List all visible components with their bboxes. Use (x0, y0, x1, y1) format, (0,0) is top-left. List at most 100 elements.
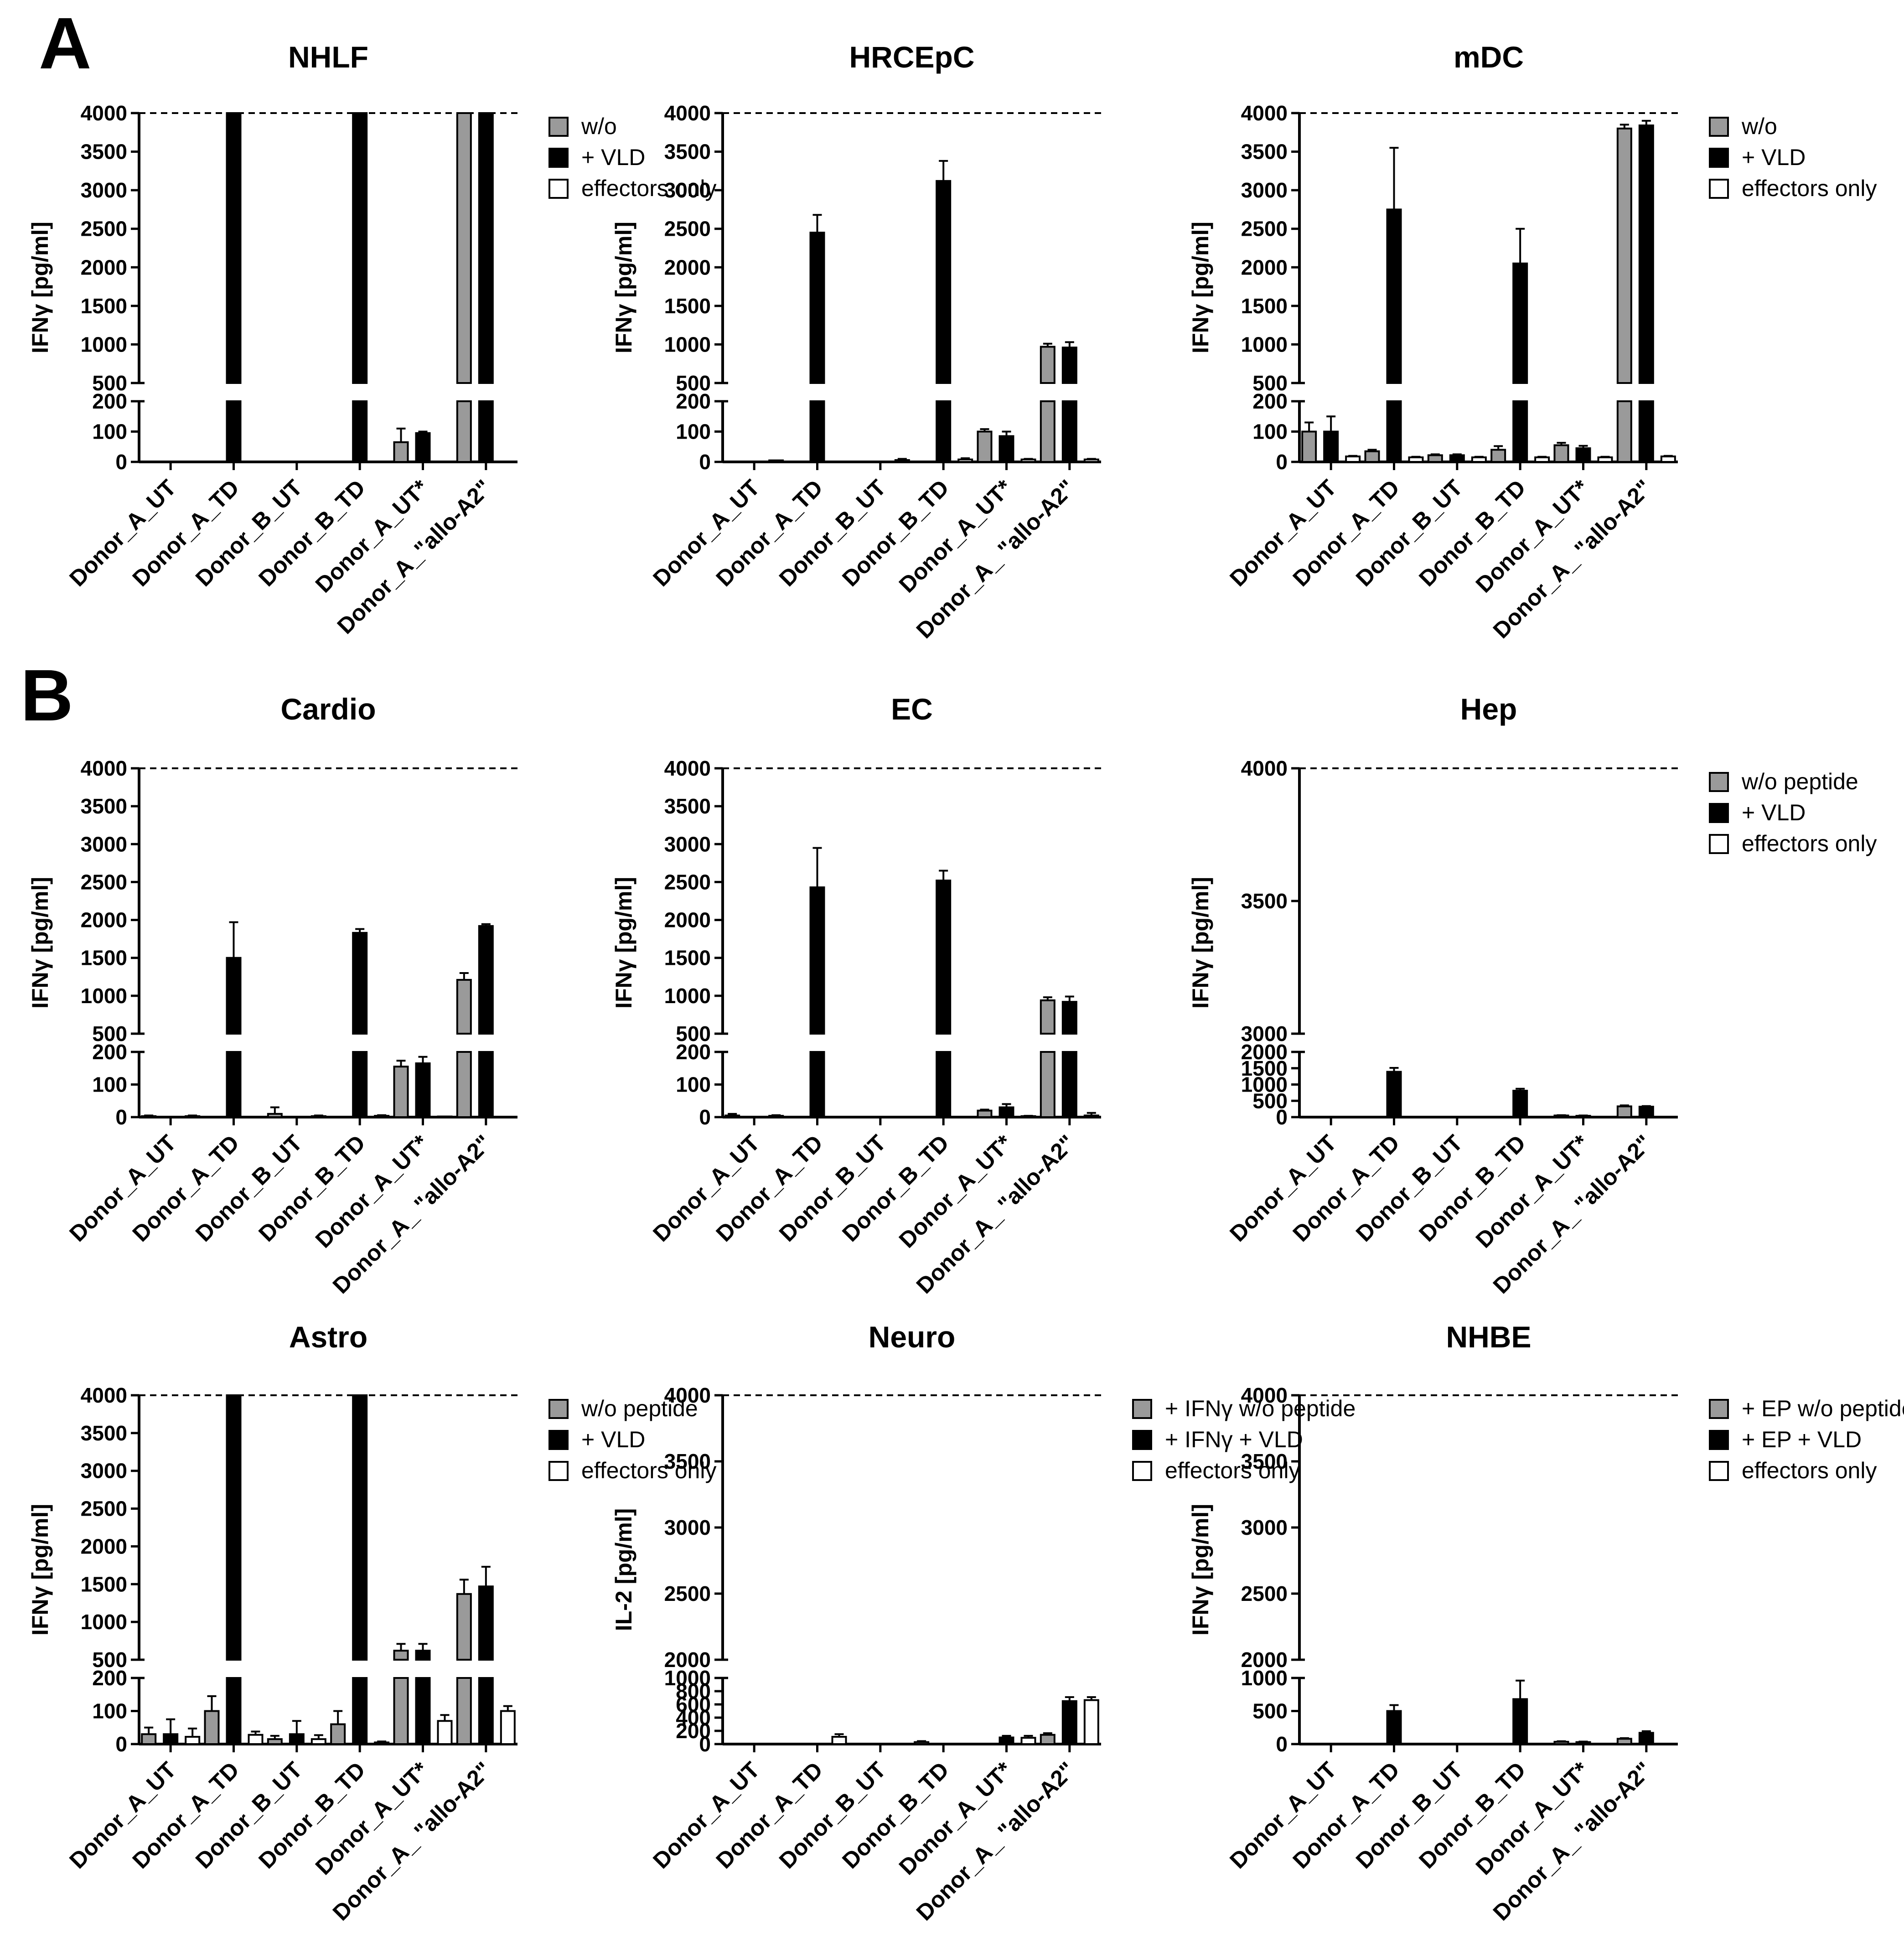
y-tick-label: 2000 (1241, 1648, 1288, 1672)
bar (185, 1736, 201, 1745)
y-tick-label: 3000 (81, 1459, 127, 1483)
bar (456, 400, 472, 463)
legend-label: effectors only (1742, 831, 1877, 856)
bar (415, 1062, 431, 1118)
bar (415, 1677, 431, 1745)
chart-title: NHBE (1446, 1320, 1531, 1354)
legend-swatch (1132, 1461, 1152, 1481)
y-axis-label: IFNγ [pg/ml] (27, 1504, 53, 1636)
bar (1020, 458, 1036, 463)
legend-label: + EP w/o peptide (1742, 1396, 1904, 1421)
bar (1616, 1105, 1632, 1118)
bar (352, 400, 368, 463)
bar (393, 441, 409, 463)
y-tick-label: 2000 (81, 908, 127, 932)
bar (1040, 999, 1055, 1035)
y-tick-label: 1500 (664, 946, 711, 970)
legend-label: w/o (581, 114, 617, 139)
y-tick-label: 1000 (81, 984, 127, 1008)
y-tick-label: 3500 (664, 794, 711, 818)
bar (936, 180, 952, 384)
y-tick-label: 3500 (81, 1421, 127, 1445)
legend-label: + VLD (581, 145, 645, 170)
y-tick-label: 2500 (1241, 1582, 1288, 1605)
chart-hep: Hep IFNγ [pg/ml] 3000 3500 4000 0500100015002… (1188, 692, 1877, 1299)
bar (809, 886, 825, 1035)
bar (1345, 456, 1361, 463)
legend-label: effectors only (1742, 176, 1877, 201)
bar (977, 1109, 993, 1118)
bar (1083, 1699, 1099, 1745)
legend-label: effectors only (1742, 1458, 1877, 1483)
bar (1575, 447, 1591, 463)
bar (226, 400, 242, 463)
bar (226, 1051, 242, 1118)
legend-label: + VLD (581, 1427, 645, 1452)
legend-swatch (1709, 803, 1729, 823)
y-tick-label: 500 (676, 371, 711, 395)
chart-title: EC (891, 692, 933, 726)
bar (374, 1741, 390, 1745)
bar (226, 112, 242, 384)
legend-swatch (1709, 179, 1729, 199)
y-tick-label: 1000 (664, 1666, 711, 1690)
y-tick-label: 3500 (1241, 889, 1288, 913)
y-tick-label: 100 (92, 1699, 127, 1723)
x-tick-label: Donor_A_UT (1225, 475, 1341, 591)
bar (1040, 346, 1055, 384)
y-tick-label: 3000 (1241, 1516, 1288, 1539)
bar (352, 932, 368, 1035)
chart-title: Cardio (280, 692, 376, 726)
bar (289, 1733, 305, 1745)
bar (809, 1051, 825, 1118)
y-tick-label: 500 (1252, 1089, 1288, 1113)
legend-swatch (1709, 1461, 1729, 1481)
legend-swatch (1709, 1430, 1729, 1450)
y-tick-label: 200 (676, 389, 711, 413)
chart-title: Astro (289, 1320, 367, 1354)
bar (415, 1650, 431, 1661)
legend-label: effectors only (581, 176, 716, 201)
x-tick-label: Donor_A_UT* (310, 1757, 434, 1880)
y-tick-label: 3500 (664, 140, 711, 164)
bar (1386, 1071, 1402, 1118)
y-tick-label: 0 (1276, 1732, 1288, 1756)
y-tick-label: 0 (699, 450, 711, 474)
y-tick-label: 1500 (664, 294, 711, 318)
y-tick-label: 4000 (664, 1383, 711, 1407)
bar (267, 1738, 283, 1745)
y-tick-label: 500 (1252, 371, 1288, 395)
bar (310, 1738, 326, 1745)
x-tick-label: Donor_A_UT* (894, 1757, 1017, 1880)
y-tick-label: 2000 (81, 1534, 127, 1558)
bar (393, 1066, 409, 1118)
legend-label: effectors only (581, 1458, 716, 1483)
bar (352, 1051, 368, 1118)
y-tick-label: 3500 (81, 794, 127, 818)
bar (999, 435, 1014, 463)
bar (1638, 124, 1654, 384)
y-tick-label: 500 (676, 1022, 711, 1046)
y-tick-label: 1500 (81, 294, 127, 318)
bar (478, 1051, 494, 1118)
y-tick-label: 200 (676, 1719, 711, 1743)
x-tick-label: Donor_A_UT* (310, 1130, 434, 1253)
bar (1061, 400, 1077, 463)
legend-swatch (1132, 1430, 1152, 1450)
chart-title: HRCEpC (849, 40, 975, 74)
bar (163, 1733, 179, 1745)
bar (1638, 1732, 1654, 1745)
y-axis-label: IFNγ [pg/ml] (1188, 877, 1213, 1009)
bar (914, 1741, 930, 1745)
bar (352, 112, 368, 384)
bar (248, 1734, 264, 1745)
y-tick-label: 3000 (664, 1516, 711, 1539)
y-tick-label: 3500 (1241, 140, 1288, 164)
bar (1020, 1737, 1036, 1745)
y-tick-label: 3000 (664, 178, 711, 202)
bar (1301, 430, 1317, 463)
